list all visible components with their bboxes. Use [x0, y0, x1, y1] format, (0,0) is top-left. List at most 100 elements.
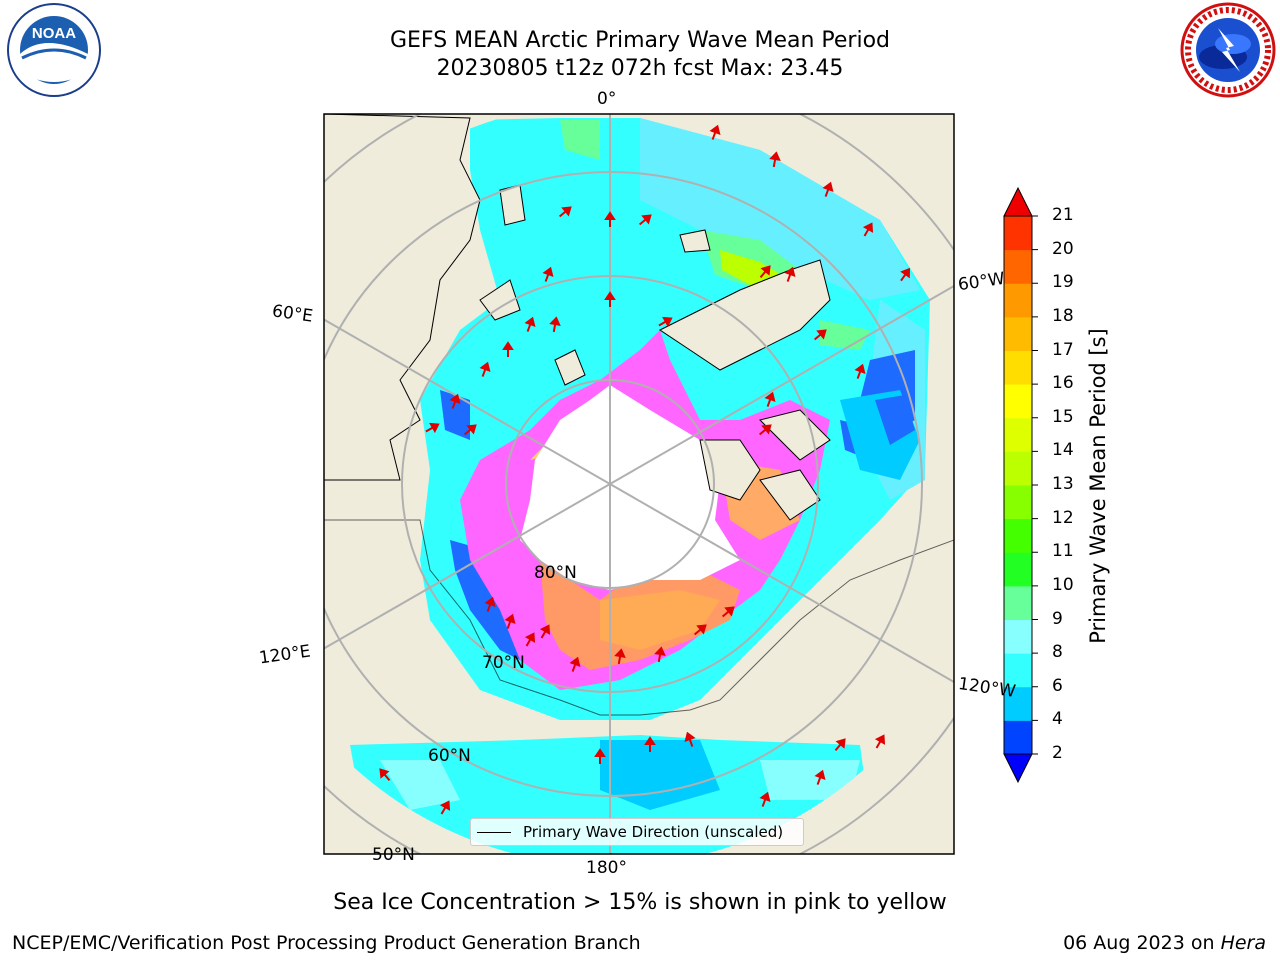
wave-direction-arrow [862, 222, 874, 237]
footer-date: 06 Aug 2023 on [1063, 932, 1221, 954]
colorbar-tick-label: 6 [1052, 675, 1063, 696]
wave-direction-arrow [758, 424, 772, 436]
colorbar-tick-label: 11 [1052, 541, 1074, 562]
map-legend: Primary Wave Direction (unscaled) [470, 818, 804, 846]
lat-label-70n: 70°N [482, 653, 525, 673]
wave-direction-arrow [693, 624, 707, 636]
colorbar-under-arrow [1003, 753, 1033, 784]
colorbar-label: Primary Wave Mean Period [s] [1086, 328, 1110, 644]
colorbar-band [1004, 619, 1032, 654]
footer-machine: Hera [1220, 932, 1266, 954]
meridian-60w [609, 285, 954, 485]
page-subtitle: 20230805 t12z 072h fcst Max: 23.45 [436, 56, 844, 81]
colorbar-tick-label: 18 [1052, 305, 1074, 326]
wave-direction-arrow [539, 624, 551, 639]
colorbar-tick-label: 21 [1052, 205, 1074, 225]
noaa-logo: NOAA [7, 3, 101, 97]
legend-line-icon [477, 831, 511, 833]
colorbar-band [1004, 249, 1032, 284]
colorbar-tick-label: 14 [1052, 440, 1074, 461]
colorbar-band [1004, 350, 1032, 385]
pole-no-data [520, 385, 740, 590]
wave-direction-arrow [684, 731, 696, 747]
wave-direction-arrow [502, 341, 514, 357]
colorbar-band [1004, 384, 1032, 419]
wave-direction-arrow [604, 291, 616, 307]
lon-label-0: 0° [597, 89, 617, 109]
legend-label: Primary Wave Direction (unscaled) [523, 823, 784, 841]
colorbar-band [1004, 283, 1032, 318]
wave-direction-arrow [524, 632, 536, 647]
colorbar-tick-label: 13 [1052, 474, 1074, 494]
wave-direction-arrow [658, 316, 673, 328]
wave-direction-arrow [479, 361, 491, 377]
wave-direction-arrow [463, 424, 477, 436]
lat-label-60n: 60°N [428, 746, 471, 766]
map-frame [323, 113, 955, 855]
colorbar-band [1004, 216, 1032, 251]
colorbar-tick-label: 8 [1052, 642, 1063, 663]
colorbar-tick-label: 16 [1052, 373, 1074, 394]
wave-direction-arrow [769, 151, 781, 168]
colorbar-tick-label: 2 [1052, 743, 1063, 763]
wave-direction-arrow [604, 211, 616, 227]
footer-branch: NCEP/EMC/Verification Post Processing Pr… [12, 932, 641, 954]
wave-direction-arrow [638, 214, 652, 226]
wave-direction-arrow [569, 656, 581, 672]
wave-direction-arrow [900, 267, 911, 282]
wave-direction-arrow [644, 736, 656, 752]
colorbar-band [1004, 316, 1032, 351]
wave-direction-arrow [524, 316, 536, 332]
wave-direction-arrow [814, 769, 826, 785]
wave-direction-arrow [874, 734, 886, 749]
map-area [324, 114, 954, 854]
wave-direction-arrow [594, 748, 606, 764]
wave-direction-arrow [813, 329, 827, 341]
wave-direction-arrow [425, 422, 440, 434]
wave-direction-arrow [784, 266, 796, 282]
wave-direction-arrow [449, 393, 461, 409]
wave-direction-arrow [379, 768, 391, 782]
colorbar-tick-label: 9 [1052, 608, 1063, 629]
wave-direction-arrow [654, 646, 666, 663]
colorbar-band [1004, 518, 1032, 553]
wave-direction-arrow [709, 124, 721, 140]
footer-timestamp: 06 Aug 2023 on Hera [1063, 932, 1266, 954]
colorbar-band [1004, 585, 1032, 620]
colorbar-tick-label: 12 [1052, 507, 1074, 528]
lat-label-50n: 50°N [372, 845, 415, 865]
meridian-120e [324, 483, 611, 650]
nws-logo [1180, 2, 1276, 98]
wave-direction-arrow [439, 800, 451, 815]
colorbar-over-arrow [1003, 186, 1033, 217]
wave-direction-arrow [854, 363, 866, 379]
meridian-120w [609, 483, 954, 683]
colorbar [1003, 186, 1038, 784]
page-title: GEFS MEAN Arctic Primary Wave Mean Perio… [389, 28, 890, 53]
colorbar-band [1004, 451, 1032, 486]
colorbar-tick-label: 20 [1052, 238, 1074, 259]
graticule [324, 114, 954, 854]
wave-direction-arrow [558, 206, 572, 218]
colorbar-band [1004, 552, 1032, 587]
wave-direction-arrow [834, 738, 846, 752]
meridian-60e [324, 318, 611, 485]
wave-direction-arrow [759, 791, 771, 807]
colorbar-tick-label: 15 [1052, 406, 1074, 427]
lat-label-80n: 80°N [534, 563, 577, 583]
colorbar-tick-label: 10 [1052, 574, 1074, 595]
colorbar-band [1004, 417, 1032, 452]
wave-direction-arrow [614, 648, 626, 665]
wave-direction-arrow [484, 596, 496, 612]
colorbar-band [1004, 720, 1032, 755]
noaa-logo-text: NOAA [32, 25, 76, 42]
wave-direction-arrow [721, 606, 735, 618]
wave-direction-arrow [549, 316, 561, 333]
colorbar-tick-label: 17 [1052, 339, 1074, 360]
wave-direction-arrows [379, 124, 911, 815]
colorbar-band [1004, 686, 1032, 721]
wave-direction-arrow [759, 265, 771, 279]
colorbar-tick-label: 19 [1052, 272, 1074, 293]
ice-note: Sea Ice Concentration > 15% is shown in … [333, 890, 947, 915]
lon-label-180: 180° [586, 858, 627, 878]
